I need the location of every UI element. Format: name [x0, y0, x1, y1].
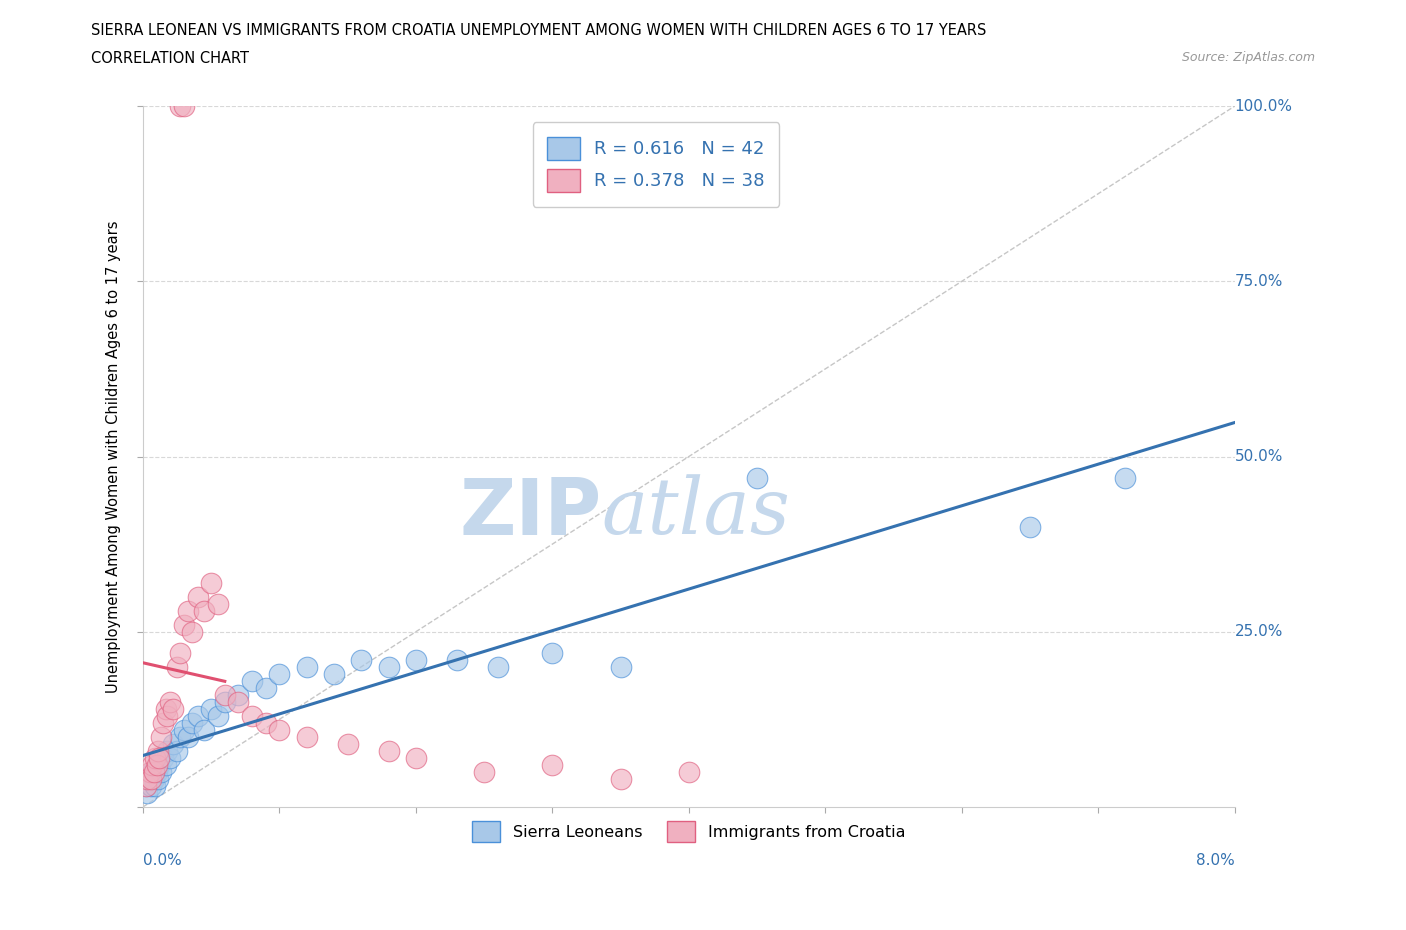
Point [486, 659, 509, 674]
Point [159, 751, 181, 765]
Y-axis label: Unemployment Among Women with Children Ages 6 to 17 years: Unemployment Among Women with Children A… [107, 220, 121, 693]
Point [678, 764, 700, 779]
Point [173, 723, 195, 737]
Point [142, 764, 165, 779]
Point [169, 729, 191, 744]
Point [159, 695, 181, 710]
Point [177, 604, 200, 618]
Point [1018, 519, 1040, 534]
Point [173, 99, 195, 113]
Point [405, 652, 427, 667]
Text: atlas: atlas [602, 474, 790, 551]
Point [145, 757, 167, 772]
Point [1114, 471, 1136, 485]
Point [377, 659, 399, 674]
Text: 0.0%: 0.0% [143, 853, 181, 868]
Point [139, 772, 162, 787]
Point [173, 618, 195, 632]
Point [269, 723, 291, 737]
Point [166, 659, 188, 674]
Point [228, 695, 250, 710]
Point [541, 757, 564, 772]
Point [155, 757, 177, 772]
Point [143, 751, 166, 765]
Point [472, 764, 495, 779]
Point [269, 667, 291, 682]
Point [139, 772, 162, 787]
Text: Source: ZipAtlas.com: Source: ZipAtlas.com [1181, 51, 1315, 64]
Text: 8.0%: 8.0% [1197, 853, 1234, 868]
Point [295, 729, 318, 744]
Point [240, 709, 263, 724]
Point [169, 99, 191, 113]
Point [142, 772, 165, 787]
Text: ZIP: ZIP [460, 474, 602, 551]
Text: SIERRA LEONEAN VS IMMIGRANTS FROM CROATIA UNEMPLOYMENT AMONG WOMEN WITH CHILDREN: SIERRA LEONEAN VS IMMIGRANTS FROM CROATI… [91, 23, 987, 38]
Point [214, 687, 236, 702]
Point [405, 751, 427, 765]
Point [214, 695, 236, 710]
Point [446, 652, 468, 667]
Point [186, 709, 208, 724]
Point [135, 778, 157, 793]
Point [193, 723, 215, 737]
Point [240, 673, 263, 688]
Text: 100.0%: 100.0% [1234, 99, 1292, 113]
Point [177, 729, 200, 744]
Point [148, 751, 170, 765]
Point [146, 772, 169, 787]
Point [200, 576, 222, 591]
Legend: Sierra Leoneans, Immigrants from Croatia: Sierra Leoneans, Immigrants from Croatia [465, 815, 912, 848]
Point [149, 729, 172, 744]
Point [139, 778, 162, 793]
Point [152, 751, 174, 765]
Point [295, 659, 318, 674]
Text: 75.0%: 75.0% [1234, 274, 1282, 289]
Point [186, 590, 208, 604]
Point [193, 604, 215, 618]
Point [156, 743, 179, 758]
Point [136, 772, 159, 787]
Point [143, 778, 166, 793]
Point [541, 645, 564, 660]
Point [162, 737, 184, 751]
Point [609, 659, 631, 674]
Point [323, 667, 346, 682]
Point [146, 743, 169, 758]
Point [254, 715, 277, 730]
Point [148, 757, 170, 772]
Point [350, 652, 373, 667]
Text: 50.0%: 50.0% [1234, 449, 1282, 464]
Point [609, 772, 631, 787]
Point [141, 764, 163, 779]
Point [207, 709, 229, 724]
Point [145, 764, 167, 779]
Point [141, 757, 163, 772]
Text: 25.0%: 25.0% [1234, 624, 1282, 639]
Point [207, 596, 229, 611]
Point [136, 786, 159, 801]
Point [377, 743, 399, 758]
Point [149, 764, 172, 779]
Text: CORRELATION CHART: CORRELATION CHART [91, 51, 249, 66]
Point [155, 701, 177, 716]
Point [152, 715, 174, 730]
Point [181, 624, 204, 639]
Point [336, 737, 359, 751]
Point [181, 715, 204, 730]
Point [135, 778, 157, 793]
Point [156, 709, 179, 724]
Point [200, 701, 222, 716]
Point [166, 743, 188, 758]
Point [139, 764, 162, 779]
Point [254, 681, 277, 696]
Point [745, 471, 768, 485]
Point [169, 645, 191, 660]
Point [228, 687, 250, 702]
Point [162, 701, 184, 716]
